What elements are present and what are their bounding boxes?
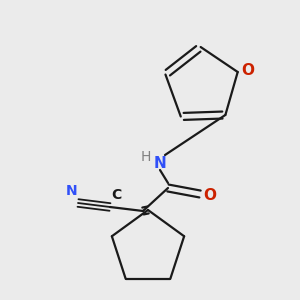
Text: N: N xyxy=(154,155,166,170)
Text: O: O xyxy=(241,62,254,77)
Text: N: N xyxy=(66,184,78,198)
Text: H: H xyxy=(141,150,151,164)
Text: O: O xyxy=(203,188,217,203)
Text: C: C xyxy=(111,188,121,202)
